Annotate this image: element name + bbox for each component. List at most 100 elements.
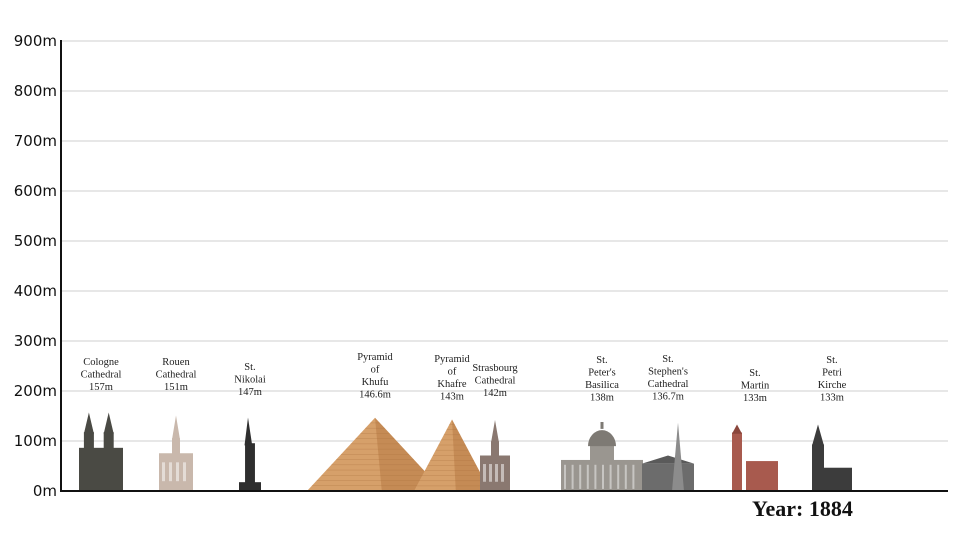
building-label-1: Cologne Cathedral 157m [81,357,122,393]
roof [642,455,694,464]
building-mark-10 [812,424,852,491]
column [632,464,635,489]
label-line: Stephen's [648,367,688,378]
drum [590,444,614,462]
building-mark-7 [561,422,643,491]
spire [244,417,253,446]
tower [83,432,94,491]
column [609,464,612,489]
lantern [600,422,604,429]
label-line: 133m [820,393,844,404]
label-line: St. [244,362,255,373]
column [586,464,589,489]
building-mark-5 [414,419,490,491]
building-label-7: St. Peter's Basilica 138m [585,355,619,404]
label-line: of [371,365,380,376]
y-tick-label: 900m [14,32,57,50]
y-tick-label: 600m [14,182,57,200]
spire [491,420,499,443]
spire [172,415,180,440]
label-line: Khufu [362,377,390,388]
column [624,464,627,489]
label-line: 147m [238,387,262,398]
label-line: 151m [164,382,188,393]
building-mark-9 [732,424,778,491]
building-label-2: Rouen Cathedral 151m [156,357,197,393]
column [594,464,597,489]
label-line: 146.6m [359,390,391,401]
window [483,464,486,482]
building-label-8: St. Stephen's Cathedral 136.7m [648,354,689,403]
tower [245,443,255,491]
church-body [824,467,852,491]
label-line: Cathedral [156,370,197,381]
label-line: Pyramid [434,354,470,365]
window [183,462,186,482]
label-line: 133m [743,393,767,404]
building-marks [79,412,852,491]
grid-layer [61,40,948,442]
label-line: Martin [741,381,770,392]
window [489,464,492,482]
building-label-5: Pyramid of Khafre 143m [434,354,470,403]
year-label: Year: 1884 [752,496,853,522]
tower [812,444,824,491]
base [239,482,261,491]
spire [732,424,742,434]
y-tick-label: 300m [14,332,57,350]
building-label-9: St. Martin 133m [741,368,770,404]
dome [588,430,616,447]
column [617,464,620,489]
y-tick-label: 400m [14,282,57,300]
label-line: 157m [89,382,113,393]
tower [732,432,742,491]
column [571,464,574,489]
basilica-body [561,459,643,491]
y-axis-ticks: 0m 100m 200m 300m 400m 500m 600m 700m 800m 900m [14,32,57,500]
tower [103,432,114,491]
window [495,464,498,482]
label-line: St. [596,355,607,366]
year-prefix: Year: [752,496,804,521]
cathedral-body [642,463,694,491]
building-label-3: St. Nikolai 147m [234,362,266,398]
window [176,462,179,482]
label-line: Nikolai [234,375,266,386]
church-body [746,461,778,491]
building-mark-8 [642,422,694,491]
label-line: Pyramid [357,352,393,363]
label-line: St. [826,355,837,366]
year-value: 1884 [808,496,853,521]
label-line: Kirche [818,380,847,391]
building-mark-6 [480,420,510,491]
label-line: of [448,367,457,378]
y-tick-label: 800m [14,82,57,100]
window [162,462,165,482]
column [564,464,566,489]
window [501,464,504,482]
y-tick-label: 500m [14,232,57,250]
building-mark-3 [239,417,261,491]
spire [672,422,684,491]
label-line: Strasbourg [472,363,518,374]
y-tick-label: 0m [33,482,57,500]
column [579,464,582,489]
building-mark-1 [79,412,123,491]
label-line: Cologne [83,357,119,368]
building-label-10: St. Petri Kirche 133m [818,355,847,404]
label-line: Khafre [437,379,466,390]
label-line: Rouen [162,357,190,368]
label-line: Peter's [588,368,616,379]
label-line: 142m [483,388,507,399]
window [169,462,172,482]
label-line: 136.7m [652,392,684,403]
spire [83,412,94,434]
label-line: Petri [822,368,842,379]
label-line: Cathedral [81,370,122,381]
label-line: 138m [590,393,614,404]
label-line: St. [749,368,760,379]
column [602,464,604,489]
building-mark-2 [159,415,193,491]
